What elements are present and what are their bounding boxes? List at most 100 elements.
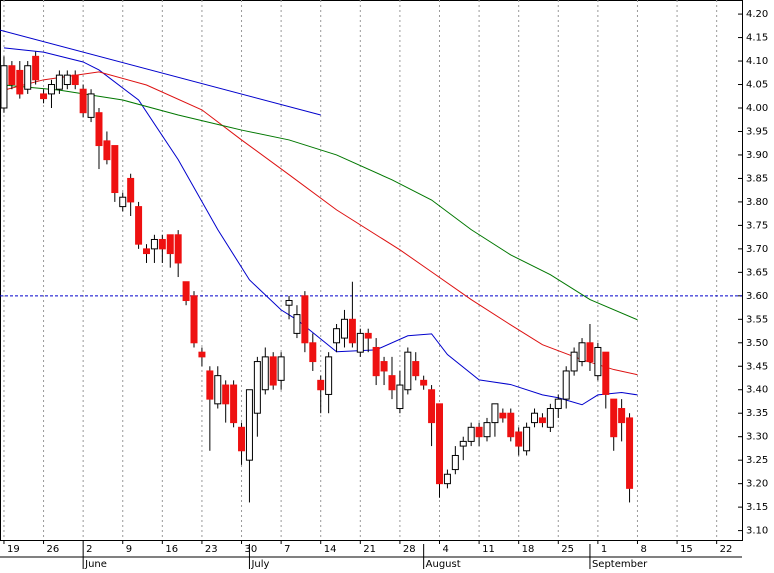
candle-body <box>293 314 301 334</box>
candle-body <box>198 351 206 358</box>
candle-body <box>428 389 436 424</box>
x-tick-label: 22 <box>720 544 733 555</box>
candle-body <box>79 88 87 114</box>
moving-average-line <box>3 84 638 321</box>
candle-body <box>190 295 198 344</box>
y-tick-label: 4.20 <box>746 9 768 20</box>
candle-body <box>230 384 238 424</box>
y-tick-label: 3.25 <box>746 455 768 466</box>
x-tick-label: 15 <box>680 544 693 555</box>
candle-body <box>103 140 111 161</box>
x-tick-label: 19 <box>7 544 20 555</box>
candle-body <box>174 234 182 264</box>
candle-body <box>206 370 214 400</box>
candle-body <box>396 384 404 410</box>
x-tick-label: 11 <box>482 544 495 555</box>
candle-body <box>333 328 341 344</box>
candle-body <box>47 84 55 95</box>
candle-body <box>420 379 428 386</box>
candle-body <box>127 177 135 203</box>
y-tick-label: 3.20 <box>746 479 768 490</box>
y-tick-label: 3.45 <box>746 361 768 372</box>
candle-body <box>499 412 507 419</box>
x-tick-label: 26 <box>47 544 60 555</box>
candle-body <box>507 412 515 438</box>
candle-body <box>594 346 602 377</box>
moving-average-line <box>3 71 638 376</box>
candle-body <box>578 342 586 363</box>
candle-body <box>16 69 24 95</box>
candle-body <box>166 234 174 255</box>
candle-body <box>515 431 523 447</box>
plot-frame <box>0 0 743 541</box>
y-tick-label: 3.60 <box>746 291 768 302</box>
candle-body <box>301 295 309 344</box>
candle-body <box>618 408 626 424</box>
candle-body <box>404 351 412 391</box>
y-tick-label: 3.85 <box>746 173 768 184</box>
candle-body <box>538 417 546 424</box>
month-label: September <box>592 559 648 569</box>
month-label: June <box>84 559 107 569</box>
candle-body <box>523 426 531 452</box>
candle-body <box>483 422 491 438</box>
candle-body <box>325 356 333 395</box>
x-tick-label: 21 <box>363 544 376 555</box>
candle-body <box>222 384 230 405</box>
candle-body <box>562 370 570 400</box>
candle-body <box>372 346 380 377</box>
y-tick-label: 4.10 <box>746 56 768 67</box>
trend-line <box>0 29 321 116</box>
y-tick-label: 3.80 <box>746 197 768 208</box>
x-tick-label: 7 <box>284 544 290 555</box>
y-tick-label: 4.15 <box>746 33 768 44</box>
candle-body <box>586 342 594 363</box>
candle-body <box>610 398 618 438</box>
candle-body <box>340 318 348 339</box>
candle-body <box>71 74 79 86</box>
candle-body <box>269 356 277 386</box>
x-tick-label: 14 <box>324 544 337 555</box>
candle-body <box>626 417 634 489</box>
y-tick-label: 3.65 <box>746 267 768 278</box>
candle-body <box>531 412 539 424</box>
candle-body <box>182 281 190 302</box>
x-tick-label: 9 <box>126 544 132 555</box>
x-tick-label: 2 <box>86 544 92 555</box>
y-tick-label: 3.90 <box>746 150 768 161</box>
candle-body <box>32 55 40 81</box>
y-tick-label: 3.50 <box>746 338 768 349</box>
candle-body <box>158 238 166 250</box>
candle-body <box>95 112 103 147</box>
candle-body <box>364 332 372 339</box>
y-tick-label: 3.40 <box>746 385 768 396</box>
candle-body <box>8 65 16 86</box>
candle-body <box>40 93 48 100</box>
x-tick-label: 8 <box>640 544 646 555</box>
candle-body <box>261 356 269 391</box>
candle-body <box>238 426 246 452</box>
candle-body <box>348 318 356 344</box>
candle-body <box>150 238 158 250</box>
x-tick-label: 23 <box>205 544 218 555</box>
y-tick-label: 3.15 <box>746 502 768 513</box>
candle-body <box>388 375 396 391</box>
x-tick-label: 28 <box>403 544 416 555</box>
candle-body <box>491 403 499 424</box>
candle-body <box>214 375 222 405</box>
y-tick-label: 4.00 <box>746 103 768 114</box>
x-tick-label: 16 <box>165 544 178 555</box>
candle-body <box>24 65 32 90</box>
candle-body <box>285 300 293 306</box>
y-tick-label: 3.55 <box>746 314 768 325</box>
candle-body <box>356 332 364 353</box>
candle-body <box>443 473 451 485</box>
candle-body <box>309 342 317 363</box>
y-tick-label: 3.10 <box>746 526 768 537</box>
y-tick-label: 4.05 <box>746 80 768 91</box>
y-tick-label: 3.95 <box>746 126 768 137</box>
candle-body <box>63 74 71 86</box>
candle-body <box>0 65 8 109</box>
candle-body <box>245 389 253 461</box>
y-tick-label: 3.75 <box>746 220 768 231</box>
